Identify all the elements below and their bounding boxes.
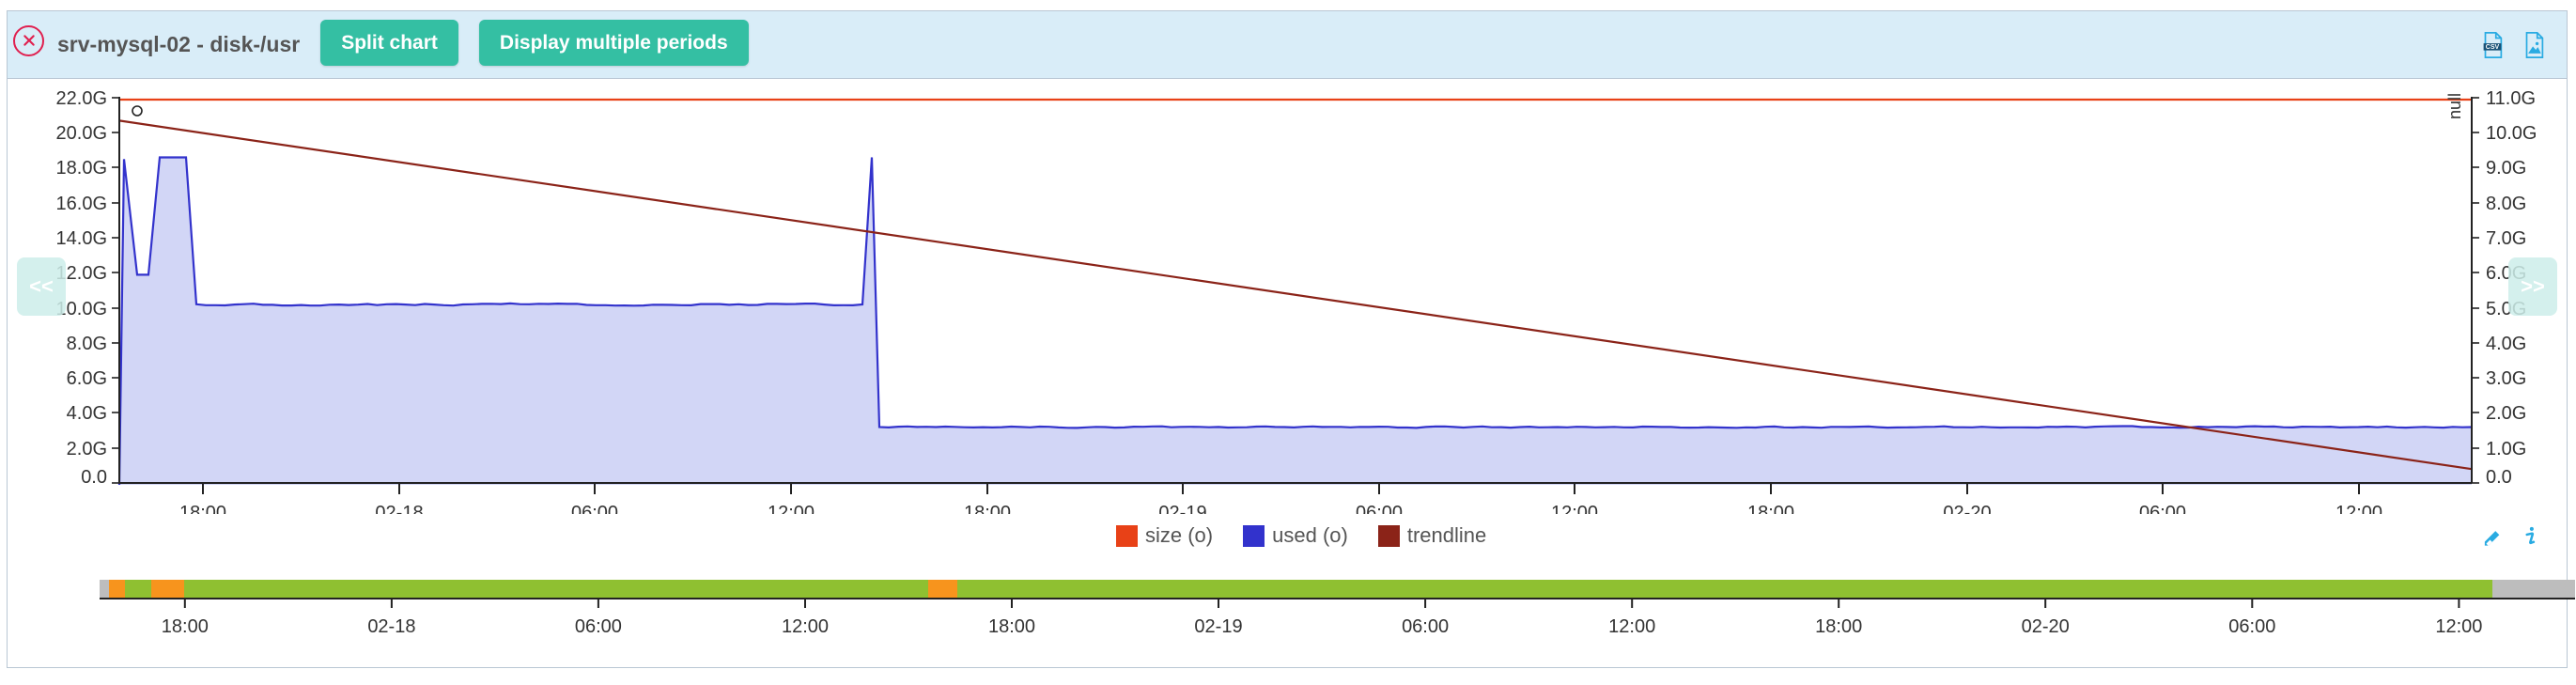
svg-text:7.0G: 7.0G bbox=[2486, 228, 2526, 249]
svg-text:20.0G: 20.0G bbox=[56, 123, 107, 144]
svg-text:12:00: 12:00 bbox=[782, 616, 829, 637]
svg-text:18:00: 18:00 bbox=[1815, 616, 1862, 637]
svg-text:16.0G: 16.0G bbox=[56, 194, 107, 214]
svg-text:18:00: 18:00 bbox=[162, 616, 209, 637]
svg-text:8.0G: 8.0G bbox=[67, 334, 107, 354]
svg-text:06:00: 06:00 bbox=[575, 616, 622, 637]
svg-text:22.0G: 22.0G bbox=[56, 88, 107, 109]
svg-text:02-20: 02-20 bbox=[1943, 503, 1991, 514]
svg-text:12:00: 12:00 bbox=[2435, 616, 2482, 637]
svg-text:4.0G: 4.0G bbox=[67, 403, 107, 424]
svg-text:12:00: 12:00 bbox=[1551, 503, 1598, 514]
svg-text:4.0G: 4.0G bbox=[2486, 334, 2526, 354]
svg-text:02-19: 02-19 bbox=[1158, 503, 1206, 514]
svg-text:CSV: CSV bbox=[2486, 44, 2500, 51]
svg-text:02-18: 02-18 bbox=[375, 503, 423, 514]
svg-text:06:00: 06:00 bbox=[1356, 503, 1403, 514]
svg-text:12:00: 12:00 bbox=[1608, 616, 1655, 637]
svg-text:9.0G: 9.0G bbox=[2486, 158, 2526, 179]
svg-text:06:00: 06:00 bbox=[571, 503, 618, 514]
svg-text:12:00: 12:00 bbox=[768, 503, 815, 514]
svg-text:14.0G: 14.0G bbox=[56, 228, 107, 249]
svg-text:2.0G: 2.0G bbox=[67, 439, 107, 459]
svg-text:6.0G: 6.0G bbox=[67, 368, 107, 389]
svg-text:02-20: 02-20 bbox=[2022, 616, 2070, 637]
svg-text:12:00: 12:00 bbox=[2335, 503, 2382, 514]
svg-text:8.0G: 8.0G bbox=[2486, 194, 2526, 214]
svg-text:02-18: 02-18 bbox=[367, 616, 415, 637]
svg-text:10.0G: 10.0G bbox=[2486, 123, 2537, 144]
svg-text:18:00: 18:00 bbox=[1747, 503, 1794, 514]
svg-text:2.0G: 2.0G bbox=[2486, 403, 2526, 424]
svg-text:0.0: 0.0 bbox=[81, 467, 107, 488]
svg-text:06:00: 06:00 bbox=[2228, 616, 2275, 637]
svg-text:11.0G: 11.0G bbox=[2486, 88, 2536, 109]
svg-text:06:00: 06:00 bbox=[2139, 503, 2186, 514]
svg-text:1.0G: 1.0G bbox=[2486, 439, 2526, 459]
svg-text:18:00: 18:00 bbox=[964, 503, 1011, 514]
svg-text:18.0G: 18.0G bbox=[56, 158, 107, 179]
svg-text:06:00: 06:00 bbox=[1402, 616, 1449, 637]
svg-text:18:00: 18:00 bbox=[179, 503, 226, 514]
svg-text:0.0: 0.0 bbox=[2486, 467, 2512, 488]
svg-text:02-19: 02-19 bbox=[1194, 616, 1242, 637]
svg-text:18:00: 18:00 bbox=[988, 616, 1035, 637]
svg-text:3.0G: 3.0G bbox=[2486, 368, 2526, 389]
svg-text:null: null bbox=[2445, 93, 2464, 119]
